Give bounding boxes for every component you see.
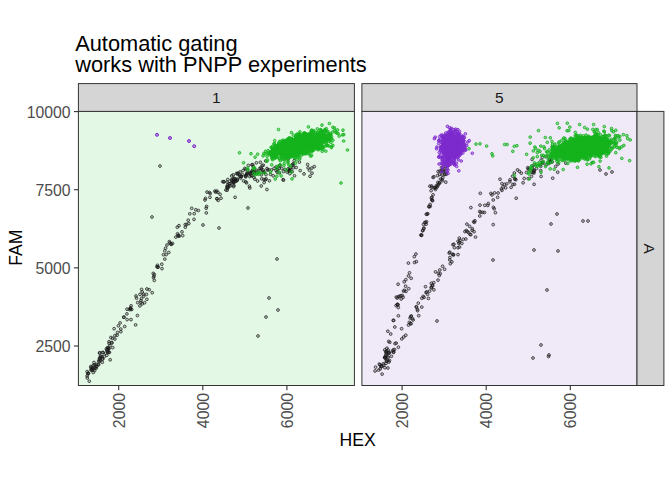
svg-text:4000: 4000: [195, 393, 212, 428]
svg-text:1: 1: [212, 89, 221, 106]
svg-text:HEX: HEX: [340, 430, 376, 450]
svg-text:2000: 2000: [394, 393, 411, 428]
svg-text:5000: 5000: [35, 260, 70, 277]
svg-text:10000: 10000: [27, 104, 71, 121]
svg-text:6000: 6000: [562, 393, 579, 428]
svg-text:4000: 4000: [478, 393, 495, 428]
svg-text:6000: 6000: [279, 393, 296, 428]
svg-text:7500: 7500: [35, 182, 70, 199]
svg-text:2500: 2500: [35, 338, 70, 355]
svg-text:5: 5: [495, 89, 504, 106]
svg-text:works with PNPP experiments: works with PNPP experiments: [74, 52, 367, 77]
svg-text:2000: 2000: [111, 393, 128, 428]
svg-text:FAM: FAM: [6, 230, 26, 266]
svg-text:A: A: [641, 243, 658, 254]
